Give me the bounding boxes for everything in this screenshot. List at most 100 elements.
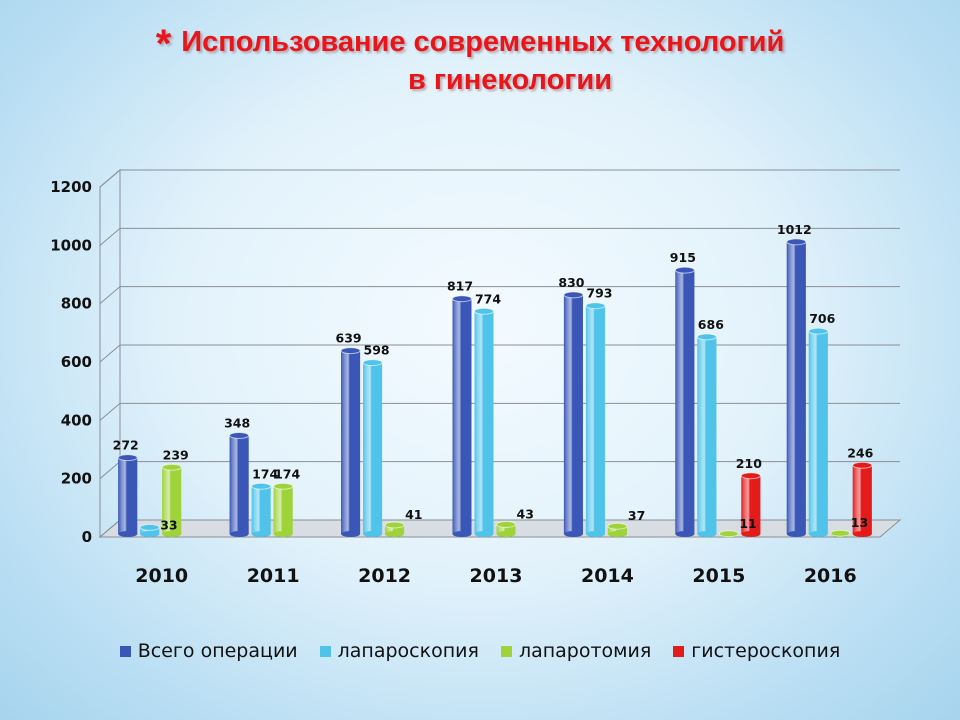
bar-shading bbox=[607, 526, 627, 534]
bar bbox=[808, 327, 829, 537]
bar bbox=[139, 523, 160, 537]
bar-base bbox=[251, 531, 271, 537]
x-category-label: 2016 bbox=[804, 565, 857, 587]
bar-cap bbox=[362, 359, 383, 367]
bar-cap bbox=[229, 432, 250, 439]
data-label: 37 bbox=[628, 508, 645, 523]
chart-title: * Использование современных технологий в … bbox=[0, 24, 960, 98]
title-line-1: Использование современных технологий bbox=[181, 26, 785, 58]
bar-base bbox=[363, 531, 383, 537]
bar bbox=[229, 432, 250, 537]
y-tick-label: 0 bbox=[82, 528, 92, 546]
data-label: 13 bbox=[851, 515, 868, 530]
x-category-label: 2013 bbox=[470, 565, 523, 587]
legend-label: гистероскопия bbox=[691, 640, 841, 662]
data-label: 210 bbox=[736, 456, 762, 471]
bar bbox=[718, 530, 739, 538]
legend-label: лапаротомия bbox=[518, 640, 652, 662]
legend-item: лапаротомия bbox=[500, 640, 652, 662]
data-label: 174 bbox=[274, 466, 300, 481]
legend: Всего операции лапароскопия лапаротомия гис… bbox=[0, 640, 960, 662]
bar bbox=[607, 522, 628, 537]
bar-shading bbox=[385, 525, 405, 534]
data-label: 174 bbox=[252, 466, 278, 481]
legend-swatch bbox=[673, 645, 685, 657]
data-label: 43 bbox=[517, 506, 534, 521]
data-label: 246 bbox=[847, 445, 873, 460]
bar-base bbox=[697, 531, 717, 537]
bar bbox=[786, 238, 807, 537]
bar-cap bbox=[496, 520, 516, 528]
grid-line bbox=[99, 286, 900, 305]
data-label: 239 bbox=[163, 447, 189, 462]
bar bbox=[452, 295, 472, 537]
bar bbox=[474, 307, 494, 537]
data-label: 1012 bbox=[777, 222, 812, 237]
data-label: 686 bbox=[698, 317, 724, 332]
data-label: 272 bbox=[113, 438, 139, 453]
data-label: 774 bbox=[475, 291, 501, 306]
data-label: 598 bbox=[364, 343, 390, 358]
bar-base bbox=[273, 531, 293, 537]
bar-shading bbox=[474, 311, 494, 534]
bar-cap bbox=[251, 482, 272, 490]
grid-line bbox=[99, 461, 900, 480]
data-label: 817 bbox=[447, 279, 473, 294]
data-label: 348 bbox=[224, 416, 250, 431]
bar bbox=[496, 520, 516, 537]
bar bbox=[340, 347, 361, 537]
bar-cap bbox=[474, 307, 494, 315]
x-category-label: 2014 bbox=[581, 565, 634, 587]
bar-base bbox=[385, 531, 405, 537]
bar-base bbox=[741, 531, 761, 537]
grid-line bbox=[99, 169, 900, 188]
bar-shading bbox=[808, 331, 828, 534]
bar-cap bbox=[808, 327, 829, 335]
bar bbox=[273, 482, 294, 537]
data-label: 33 bbox=[160, 517, 177, 532]
bar bbox=[161, 463, 182, 537]
bar-base bbox=[607, 531, 627, 537]
bar-shading bbox=[118, 457, 138, 534]
bar-base bbox=[786, 531, 806, 537]
x-category-label: 2010 bbox=[135, 565, 188, 587]
bar bbox=[384, 521, 405, 537]
bar-shading bbox=[273, 486, 293, 534]
bar bbox=[830, 529, 851, 537]
bar-shading bbox=[741, 475, 761, 534]
grid-line bbox=[99, 402, 900, 421]
bar-shading bbox=[229, 435, 249, 534]
bar-base bbox=[474, 531, 494, 537]
data-label: 639 bbox=[336, 331, 362, 346]
y-axis-ticks: 0 200 400 600 800 1000 1200 bbox=[50, 178, 92, 546]
bar-base bbox=[341, 531, 361, 537]
bar-cap bbox=[607, 522, 628, 530]
grid-line bbox=[99, 344, 900, 363]
bar bbox=[740, 472, 761, 537]
grid-line bbox=[99, 227, 900, 246]
x-category-label: 2015 bbox=[692, 565, 745, 587]
bar-cap bbox=[740, 472, 761, 480]
bar bbox=[117, 454, 138, 537]
bar-base bbox=[675, 531, 695, 537]
bar-cap bbox=[384, 521, 405, 529]
bar-base bbox=[452, 531, 472, 537]
y-tick-label: 200 bbox=[61, 470, 92, 488]
bar-cap bbox=[696, 333, 717, 341]
legend-swatch bbox=[500, 645, 512, 657]
legend-label: Всего операции bbox=[137, 640, 298, 662]
data-label: 11 bbox=[739, 516, 756, 531]
x-category-label: 2011 bbox=[247, 565, 300, 587]
data-label: 706 bbox=[809, 311, 835, 326]
bar bbox=[563, 291, 584, 537]
grid-lines bbox=[99, 169, 900, 480]
title-line-2: в гинекологии bbox=[407, 64, 613, 96]
bar-base bbox=[496, 531, 516, 537]
bar-cap bbox=[452, 295, 472, 303]
legend-item: Всего операции bbox=[119, 640, 298, 662]
bar-shading bbox=[697, 336, 717, 534]
legend-swatch bbox=[119, 645, 131, 657]
bar-base bbox=[162, 531, 182, 537]
